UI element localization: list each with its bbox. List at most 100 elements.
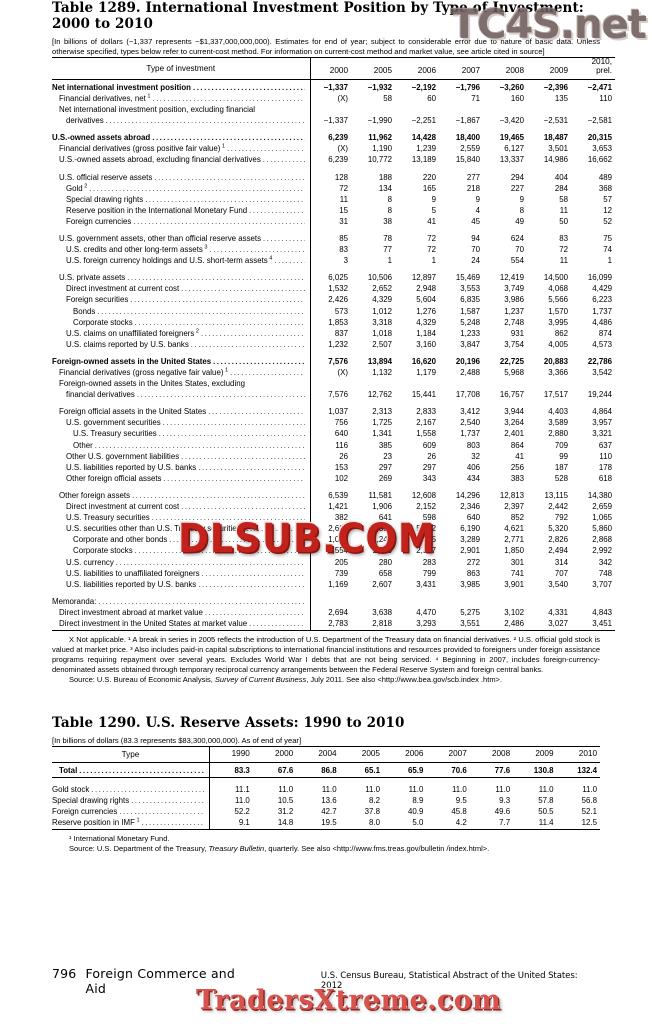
cell-value: 18,487 (543, 133, 568, 143)
cell-value: 3,540 (548, 579, 568, 589)
table-row: Other U.S. government liabilities.......… (52, 450, 615, 462)
cell-value: 13,894 (367, 356, 392, 366)
cell-value: 598 (422, 513, 436, 523)
cell-value: 382 (334, 513, 348, 523)
footer-source-line: U.S. Census Bureau, Statistical Abstract… (320, 971, 578, 991)
cell-value: 2,826 (548, 535, 568, 545)
cell-value: 9 (431, 194, 436, 204)
cell-value: 1,558 (416, 429, 436, 439)
cell-value: 14.8 (252, 817, 297, 831)
cell-value: 16,620 (411, 356, 436, 366)
cell-value: 658 (378, 568, 392, 578)
table-1289-headnote: [In billions of dollars (−1,337 represen… (52, 36, 600, 57)
cell-value: 11.1 (235, 784, 250, 794)
table-1290-source: Source: U.S. Department of the Treasury,… (52, 844, 600, 854)
cell-value: 5,275 (460, 607, 480, 617)
table-row: Foreign securities......................… (52, 294, 615, 306)
cell-value: 3,289 (460, 535, 480, 545)
table-row-spacer (52, 400, 615, 407)
cell-value: 280 (378, 557, 392, 567)
table-row-spacer (52, 777, 600, 784)
cell-value: 10.5 (277, 796, 294, 806)
cell-value (527, 596, 571, 607)
cell-value: 11.0 (495, 784, 511, 794)
cell-value: 3,321 (592, 429, 612, 439)
row-label: Total...................................… (52, 761, 210, 778)
cell-value: 2,771 (504, 535, 524, 545)
cell-value: 15,469 (455, 273, 480, 283)
cell-value: 618 (598, 473, 612, 483)
cell-value: 297 (422, 462, 436, 472)
cell-value: 49.6 (494, 807, 511, 817)
cell-value (351, 378, 395, 389)
row-label: Special drawing rights..................… (52, 795, 210, 807)
cell-value: 14,380 (587, 490, 612, 500)
col-header-2009: 2009 (513, 745, 557, 763)
cell-value: −2,251 (411, 116, 436, 126)
col-header-2008: 2008 (469, 745, 514, 763)
table-1289: Type of investment 2000 2005 2006 2007 2… (52, 57, 615, 632)
cell-value: 4,331 (548, 607, 568, 617)
cell-value (395, 378, 439, 389)
cell-value: 102 (334, 473, 348, 483)
cell-value: 2,426 (328, 295, 348, 305)
row-label: Memoranda:..............................… (52, 595, 311, 607)
cell-value: 187 (554, 462, 568, 472)
cell-value: 3,985 (460, 579, 480, 589)
cell-value: 3,995 (548, 317, 568, 327)
cell-value: 4,068 (548, 284, 568, 294)
cell-value: 78 (383, 233, 392, 243)
cell-value: 1,233 (460, 328, 480, 338)
table-1290-section: Table 1290. U.S. Reserve Assets: 1990 to… (52, 715, 600, 854)
cell-value: 739 (334, 568, 348, 578)
row-label: Corporate stocks........................… (52, 545, 311, 557)
cell-value: 7,576 (328, 356, 348, 366)
cell-value: 56.8 (581, 796, 597, 806)
cell-value: (X) (337, 93, 348, 103)
cell-value: −1,990 (367, 116, 392, 126)
cell-value: 6,025 (328, 273, 348, 283)
table-row: U.S. foreign currency holdings and U.S. … (52, 255, 615, 267)
cell-value: 6,190 (460, 524, 480, 534)
cell-value: 1,237 (504, 306, 524, 316)
cell-value: 3,102 (504, 607, 524, 617)
cell-value: 14,296 (455, 490, 480, 500)
table-row: U.S. liabilities to unaffiliated foreign… (52, 567, 615, 579)
cell-value: −1,796 (439, 78, 483, 93)
cell-value: 874 (598, 328, 612, 338)
cell-value: 8.9 (412, 796, 424, 806)
table-row: U.S. claims reported by U.S. banks......… (52, 338, 615, 350)
table-1289-body: Net international investment position...… (52, 78, 615, 632)
table-1289-footnotes: X Not applicable. ¹ A break in series in… (52, 635, 600, 675)
cell-value: 40.9 (408, 807, 424, 817)
cell-value: 5,604 (416, 295, 436, 305)
cell-value: 2,152 (416, 502, 436, 512)
cell-value: 3 (343, 256, 348, 266)
cell-value: 42.7 (321, 807, 337, 817)
cell-value: 16,662 (587, 155, 612, 165)
cell-value: 5,372 (416, 524, 436, 534)
cell-value: 26 (339, 451, 348, 461)
table-row-spacer (52, 483, 615, 490)
cell-value: 5,860 (592, 524, 612, 534)
cell-value: 7,576 (328, 390, 348, 400)
table-row: Foreign currencies......................… (52, 215, 615, 227)
cell-value: 65.1 (339, 761, 383, 778)
cell-value: 205 (334, 557, 348, 567)
row-label: U.S.-owned assets abroad, excluding fina… (52, 154, 311, 166)
cell-value: 624 (510, 233, 524, 243)
cell-value: 72 (339, 183, 348, 193)
cell-value: 18,400 (455, 133, 480, 143)
cell-value: 94 (471, 233, 480, 243)
cell-value: 342 (598, 557, 612, 567)
cell-value: 45.8 (451, 807, 467, 817)
table-1289-notes: X Not applicable. ¹ A break in series in… (52, 635, 600, 685)
cell-value: 58 (383, 93, 392, 103)
cell-value: 45 (471, 216, 480, 226)
row-label: Foreign securities......................… (52, 294, 311, 306)
row-label: U.S. liabilities reported by U.S. banks.… (52, 578, 311, 590)
row-label: U.S. credits and other long-term assets … (52, 244, 311, 256)
source-publication: Treasury Bulletin (208, 844, 265, 854)
cell-value: 11.0 (408, 784, 424, 794)
table-row: Memoranda:..............................… (52, 595, 615, 607)
